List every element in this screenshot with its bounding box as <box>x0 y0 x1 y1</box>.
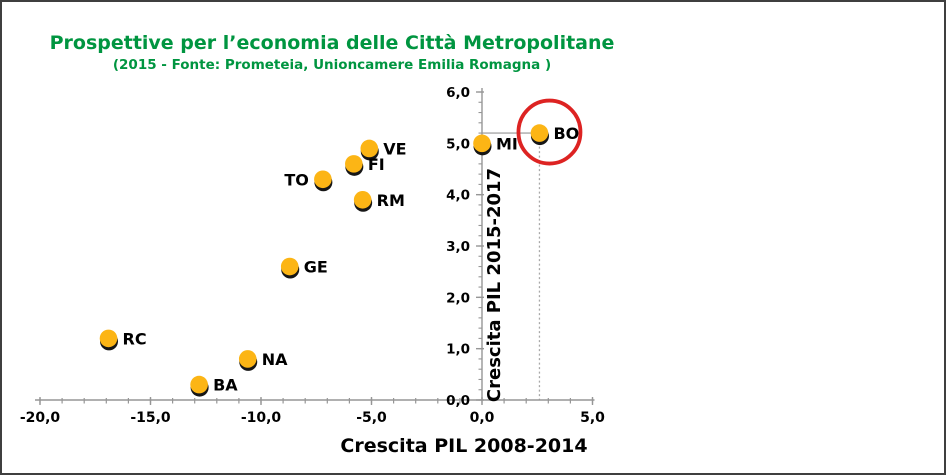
highlight-circle <box>516 98 583 166</box>
data-point-BA <box>190 375 209 397</box>
x-tick-label: -5,0 <box>356 410 387 426</box>
data-point-FI <box>345 155 364 176</box>
data-point-RM <box>353 191 373 212</box>
point-label-MI: MI <box>496 134 518 153</box>
y-tick-label: 1,0 <box>446 342 470 358</box>
y-tick-label: 5,0 <box>446 136 470 152</box>
x-tick-label: -15,0 <box>130 410 171 426</box>
y-tick-label: 3,0 <box>446 239 470 255</box>
point-label-FI: FI <box>368 155 385 174</box>
data-point-NA <box>238 350 258 371</box>
x-tick-label: -20,0 <box>20 410 61 426</box>
y-tick-label: 2,0 <box>446 290 470 306</box>
marker-BO <box>530 124 549 142</box>
marker-BA <box>190 375 208 394</box>
data-point-BO <box>530 124 549 146</box>
y-tick-label: 0,0 <box>446 393 470 409</box>
data-point-TO <box>314 170 333 192</box>
data-point-GE <box>280 257 300 279</box>
point-label-RM: RM <box>377 191 405 210</box>
marker-RM <box>353 191 372 209</box>
point-label-VE: VE <box>383 139 406 158</box>
marker-TO <box>314 170 332 189</box>
x-tick-label: 0,0 <box>470 410 495 426</box>
chart-subtitle: (2015 - Fonte: Prometeia, Unioncamere Em… <box>112 57 552 73</box>
x-axis-title: Crescita PIL 2008-2014 <box>340 435 587 457</box>
marker-NA <box>238 350 257 368</box>
point-label-BO: BO <box>553 124 579 143</box>
marker-GE <box>280 257 299 276</box>
point-label-BA: BA <box>213 376 238 395</box>
point-label-TO: TO <box>284 170 309 189</box>
y-tick-label: 4,0 <box>446 188 470 204</box>
x-tick-label: 5,0 <box>580 410 605 426</box>
y-tick-label: 6,0 <box>446 85 470 101</box>
point-label-NA: NA <box>262 350 288 369</box>
marker-VE <box>360 139 379 158</box>
data-point-RC <box>99 329 119 351</box>
point-label-GE: GE <box>304 258 328 277</box>
marker-MI <box>473 134 491 153</box>
data-point-VE <box>360 139 379 161</box>
marker-FI <box>345 155 363 173</box>
marker-RC <box>99 329 118 348</box>
point-label-RC: RC <box>123 329 147 348</box>
data-point-MI <box>473 134 492 156</box>
chart-title: Prospettive per l’economia delle Città M… <box>49 32 615 54</box>
x-tick-label: -10,0 <box>241 410 282 426</box>
y-axis-title: Crescita PIL 2015-2017 <box>484 168 505 402</box>
